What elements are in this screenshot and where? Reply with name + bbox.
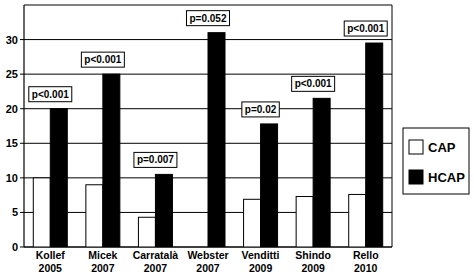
- category-label: Rello2010: [353, 249, 379, 274]
- category-label-line: 2007: [196, 262, 220, 274]
- bar: [86, 185, 103, 247]
- category-label: Kollef2005: [36, 249, 66, 274]
- category-label-line: Micek: [88, 249, 117, 261]
- category-label: Carratalà2007: [133, 249, 179, 274]
- bar: [349, 194, 366, 247]
- annotation-box: [187, 11, 230, 26]
- tick-label: 30: [6, 34, 18, 46]
- annotation-box: [242, 102, 279, 117]
- annotation-box: [344, 21, 387, 36]
- category-label-line: Venditti: [242, 249, 280, 261]
- category-label-line: 2007: [144, 262, 168, 274]
- category-label-line: 2005: [39, 262, 63, 274]
- bar: [138, 217, 155, 247]
- annotation-box: [29, 87, 72, 102]
- legend-box: [403, 128, 469, 194]
- bar: [208, 33, 225, 247]
- chart: 051015202530Kollef2005p<0.001Micek2007p<…: [0, 0, 474, 279]
- legend-swatch: [409, 170, 423, 184]
- category-label: Webster2007: [187, 249, 228, 274]
- tick-label: 10: [6, 172, 18, 184]
- annotation: p<0.001: [84, 54, 121, 65]
- tick-label: 5: [12, 206, 18, 218]
- category-label: Venditti2009: [242, 249, 280, 274]
- bar: [50, 109, 67, 247]
- bar: [191, 247, 208, 248]
- bars: [33, 33, 382, 247]
- annotation-box: [292, 76, 335, 91]
- annotation: p<0.001: [347, 23, 384, 34]
- annotation: p=0.02: [245, 104, 277, 115]
- category-label-line: Shindo: [295, 249, 331, 261]
- category-label-line: Carratalà: [133, 249, 179, 261]
- annotation-box: [134, 152, 177, 167]
- category-label-line: 2009: [301, 262, 325, 274]
- annotation: p=0.052: [190, 13, 227, 24]
- plot-frame: [392, 5, 393, 247]
- plot-frame: [24, 5, 392, 6]
- annotation: p=0.007: [137, 154, 174, 165]
- legend-swatch: [409, 140, 423, 154]
- bar: [33, 178, 50, 247]
- bar: [244, 199, 261, 247]
- annotation: p<0.001: [295, 78, 332, 89]
- bar: [261, 124, 278, 247]
- annotation: p<0.001: [32, 89, 69, 100]
- tick-label: 20: [6, 103, 18, 115]
- y-axis: [23, 5, 24, 247]
- category-label: Shindo2009: [295, 249, 331, 274]
- category-label-line: Rello: [353, 249, 379, 261]
- category-label-line: Webster: [187, 249, 228, 261]
- bar: [313, 98, 330, 247]
- bar: [296, 197, 313, 247]
- category-label-line: 2009: [249, 262, 273, 274]
- bar: [366, 43, 383, 247]
- tick-label: 25: [6, 68, 18, 80]
- legend-label: HCAP: [428, 170, 465, 185]
- category-label-line: 2007: [91, 262, 115, 274]
- category-label: Micek2007: [88, 249, 117, 274]
- bar: [103, 74, 120, 247]
- annotation-box: [81, 52, 124, 67]
- legend-label: CAP: [428, 140, 456, 155]
- bar: [155, 174, 172, 247]
- tick-label: 15: [6, 137, 18, 149]
- tick-label: 0: [12, 241, 18, 253]
- category-label-line: Kollef: [36, 249, 66, 261]
- category-label-line: 2010: [354, 262, 378, 274]
